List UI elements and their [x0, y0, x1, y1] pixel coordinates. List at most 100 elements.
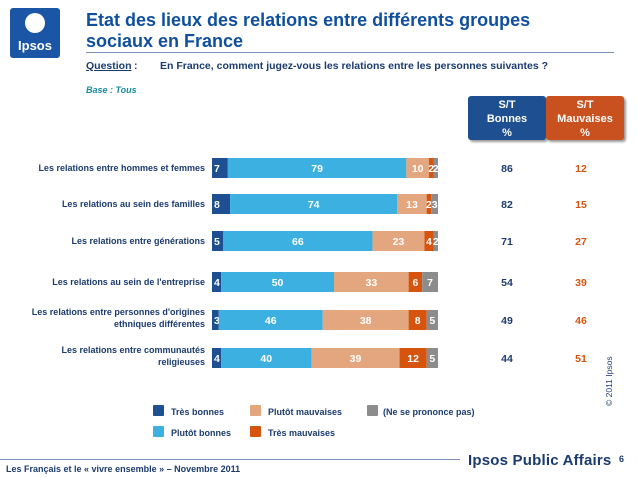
bar-segment	[397, 194, 427, 214]
summary-header-bad-line1: S/T	[576, 99, 594, 111]
bar-segment	[311, 348, 400, 368]
total-good-value: 44	[501, 353, 513, 365]
bar-value-label: 2	[433, 163, 439, 175]
bar-value-label: 79	[311, 163, 323, 175]
legend-swatch	[153, 426, 164, 437]
summary-header-good-line2: Bonnes	[486, 113, 528, 125]
total-good-value: 54	[501, 277, 513, 289]
bar-segment	[230, 194, 398, 214]
bar-value-label: 5	[429, 315, 435, 327]
summary-header-bad-line3: %	[580, 127, 590, 139]
total-bad-value: 51	[575, 353, 587, 365]
category-label: Les relations au sein de l'entreprise	[52, 277, 205, 287]
legend-swatch	[250, 426, 261, 437]
bar-value-label: 2	[433, 236, 439, 248]
bar-value-label: 38	[360, 315, 372, 327]
bar-value-label: 13	[406, 199, 418, 211]
bar-value-label: 4	[214, 277, 220, 289]
bar-value-label: 12	[407, 353, 419, 365]
bar-value-label: 3	[214, 315, 220, 327]
category-label: Les relations entre hommes et femmes	[38, 163, 205, 173]
bar-segment	[212, 310, 219, 330]
bar-segment	[212, 158, 228, 178]
bar-value-label: 2	[426, 199, 432, 211]
category-label: Les relations au sein des familles	[62, 199, 205, 209]
bar-segment	[221, 348, 312, 368]
legend-label: Plutôt mauvaises	[268, 407, 342, 417]
bar-segment	[212, 194, 231, 214]
bar-segment	[223, 231, 373, 251]
bar-segment	[408, 272, 423, 292]
summary-header-good: S/T Bonnes %	[468, 96, 546, 140]
summary-header-bad-line2: Mauvaises	[557, 113, 613, 125]
category-label: Les relations entre générations	[71, 236, 205, 246]
bar-segment	[218, 310, 323, 330]
bar-segment	[212, 348, 222, 368]
bar-value-label: 33	[365, 277, 377, 289]
title-line-1: Etat des lieux des relations entre diffé…	[86, 10, 531, 30]
legend-swatch	[367, 405, 378, 416]
ipsos-logo: Ipsos	[10, 8, 60, 58]
bar-segment	[399, 348, 427, 368]
legend-swatch	[153, 405, 164, 416]
question-colon: :	[134, 60, 138, 72]
bar-value-label: 7	[214, 163, 220, 175]
bar-segment	[426, 310, 438, 330]
summary-header-good-line1: S/T	[498, 99, 516, 111]
bar-segment	[426, 194, 432, 214]
bar-value-label: 66	[292, 236, 304, 248]
category-label: Les relations entre personnes d'origines…	[32, 307, 205, 329]
bar-segment	[334, 272, 409, 292]
bar-value-label: 4	[426, 236, 432, 248]
bar-segment	[221, 272, 335, 292]
total-good-value: 71	[501, 236, 513, 248]
bar-value-label: 5	[429, 353, 435, 365]
legend-label: Plutôt bonnes	[171, 428, 231, 438]
bar-value-label: 40	[260, 353, 272, 365]
bar-value-label: 50	[272, 277, 284, 289]
bar-segment	[426, 348, 438, 368]
page-number: 6	[619, 454, 625, 464]
bar-value-label: 39	[350, 353, 362, 365]
bar-segment	[424, 231, 434, 251]
bar-segment	[433, 231, 438, 251]
summary-header-good-line3: %	[502, 127, 512, 139]
total-bad-value: 27	[575, 236, 587, 248]
bar-value-label: 4	[214, 353, 220, 365]
total-good-value: 82	[501, 199, 513, 211]
total-good-value: 49	[501, 315, 513, 327]
bar-value-label: 2	[428, 163, 434, 175]
bar-segment	[408, 310, 427, 330]
bar-segment	[422, 272, 438, 292]
bar-segment	[431, 194, 438, 214]
bar-value-label: 7	[427, 277, 433, 289]
bar-segment	[322, 310, 409, 330]
legend-label: Très mauvaises	[268, 428, 335, 438]
bar-value-label: 5	[214, 236, 220, 248]
logo-mark-icon	[25, 13, 45, 33]
total-bad-value: 46	[575, 315, 587, 327]
summary-header-bad: S/T Mauvaises %	[546, 96, 624, 140]
bar-segment	[212, 231, 224, 251]
bar-value-label: 8	[415, 315, 421, 327]
legend-label: Très bonnes	[171, 407, 224, 417]
base-note: Base : Tous	[86, 85, 137, 95]
page-title: Etat des lieux des relations entre diffé…	[86, 10, 586, 52]
total-bad-value: 15	[575, 199, 587, 211]
bar-segment	[406, 158, 429, 178]
title-divider	[86, 52, 614, 53]
logo-text: Ipsos	[18, 38, 52, 53]
brand-name: Ipsos Public Affairs	[468, 452, 612, 469]
bar-segment	[428, 158, 434, 178]
footer-text: Les Français et le « vivre ensemble » – …	[6, 464, 241, 474]
total-good-value: 86	[501, 163, 513, 175]
bar-value-label: 74	[308, 199, 320, 211]
footer-divider	[0, 459, 460, 460]
bar-value-label: 8	[214, 199, 220, 211]
total-bad-value: 12	[575, 163, 587, 175]
title-line-2: sociaux en France	[86, 31, 244, 51]
bar-segment	[212, 272, 222, 292]
question-label: Question	[86, 60, 132, 72]
bar-value-label: 3	[432, 199, 438, 211]
